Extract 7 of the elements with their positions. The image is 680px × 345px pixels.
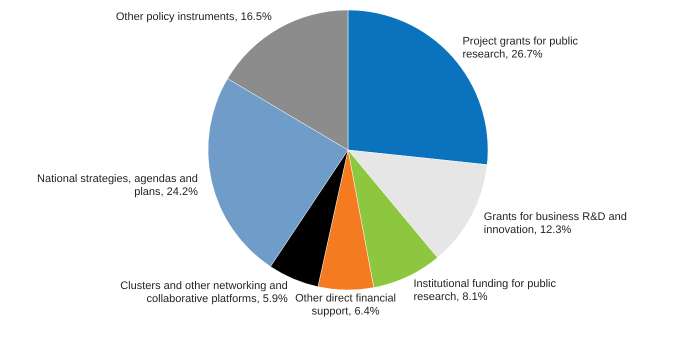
- slice-label: Clusters and other networking and collaborative platforms, 5.9%: [120, 280, 288, 306]
- slice-label: Institutional funding for public research, 8.1%: [414, 278, 556, 303]
- slice-label: National strategies, agendas and plans, 24.2%: [37, 172, 198, 198]
- slice-label: Other direct financial support, 6.4%: [295, 292, 396, 318]
- slice-label: Project grants for public research, 26.7%: [462, 35, 579, 60]
- slice-label: Grants for business R&D and innovation, 12.3%: [484, 211, 627, 236]
- slice-label: Other policy instruments, 16.5%: [116, 11, 272, 24]
